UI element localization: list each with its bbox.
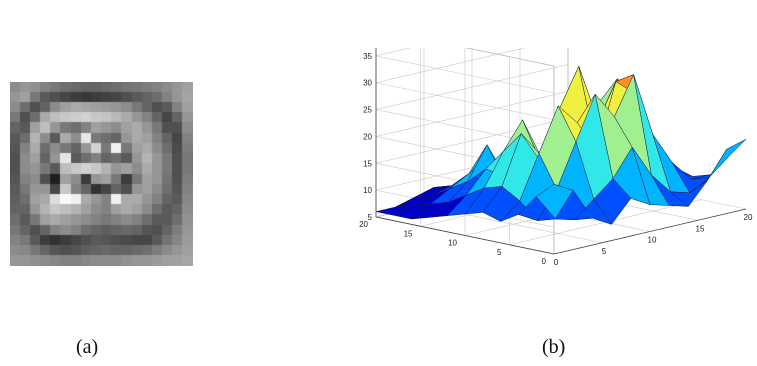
caption-a: (a) xyxy=(76,336,99,358)
x-tick-label: 0 xyxy=(554,258,559,267)
axis-line xyxy=(553,208,747,255)
z-tick-label: 25 xyxy=(363,106,372,115)
z-tick-label: 35 xyxy=(363,52,372,61)
x-tick-label: 5 xyxy=(602,247,607,256)
z-tick-label: 30 xyxy=(363,79,372,88)
y-tick-label: 15 xyxy=(404,229,413,238)
axis-line xyxy=(375,216,555,255)
caption-b: (b) xyxy=(542,336,566,358)
y-tick-label: 5 xyxy=(497,248,502,257)
z-gridline xyxy=(465,48,555,67)
x-tick-label: 15 xyxy=(696,224,705,233)
y-tick-label: 0 xyxy=(542,257,547,266)
y-tick-label: 20 xyxy=(359,220,368,229)
surface-plot-3d: 5101520253035400510152005101520 xyxy=(359,48,753,267)
z-tick-label: 10 xyxy=(363,186,372,195)
axis-ticks: 5101520253035400510152005101520 xyxy=(359,52,753,267)
surface-mesh xyxy=(375,65,747,225)
grayscale-pixel-image xyxy=(10,82,193,266)
x-tick-label: 20 xyxy=(744,213,753,222)
y-tick-label: 10 xyxy=(448,239,457,248)
z-tick-label: 5 xyxy=(368,213,373,222)
z-tick-label: 15 xyxy=(363,159,372,168)
x-tick-label: 10 xyxy=(648,236,657,245)
surface-face xyxy=(708,138,747,178)
z-tick-label: 20 xyxy=(363,132,372,141)
